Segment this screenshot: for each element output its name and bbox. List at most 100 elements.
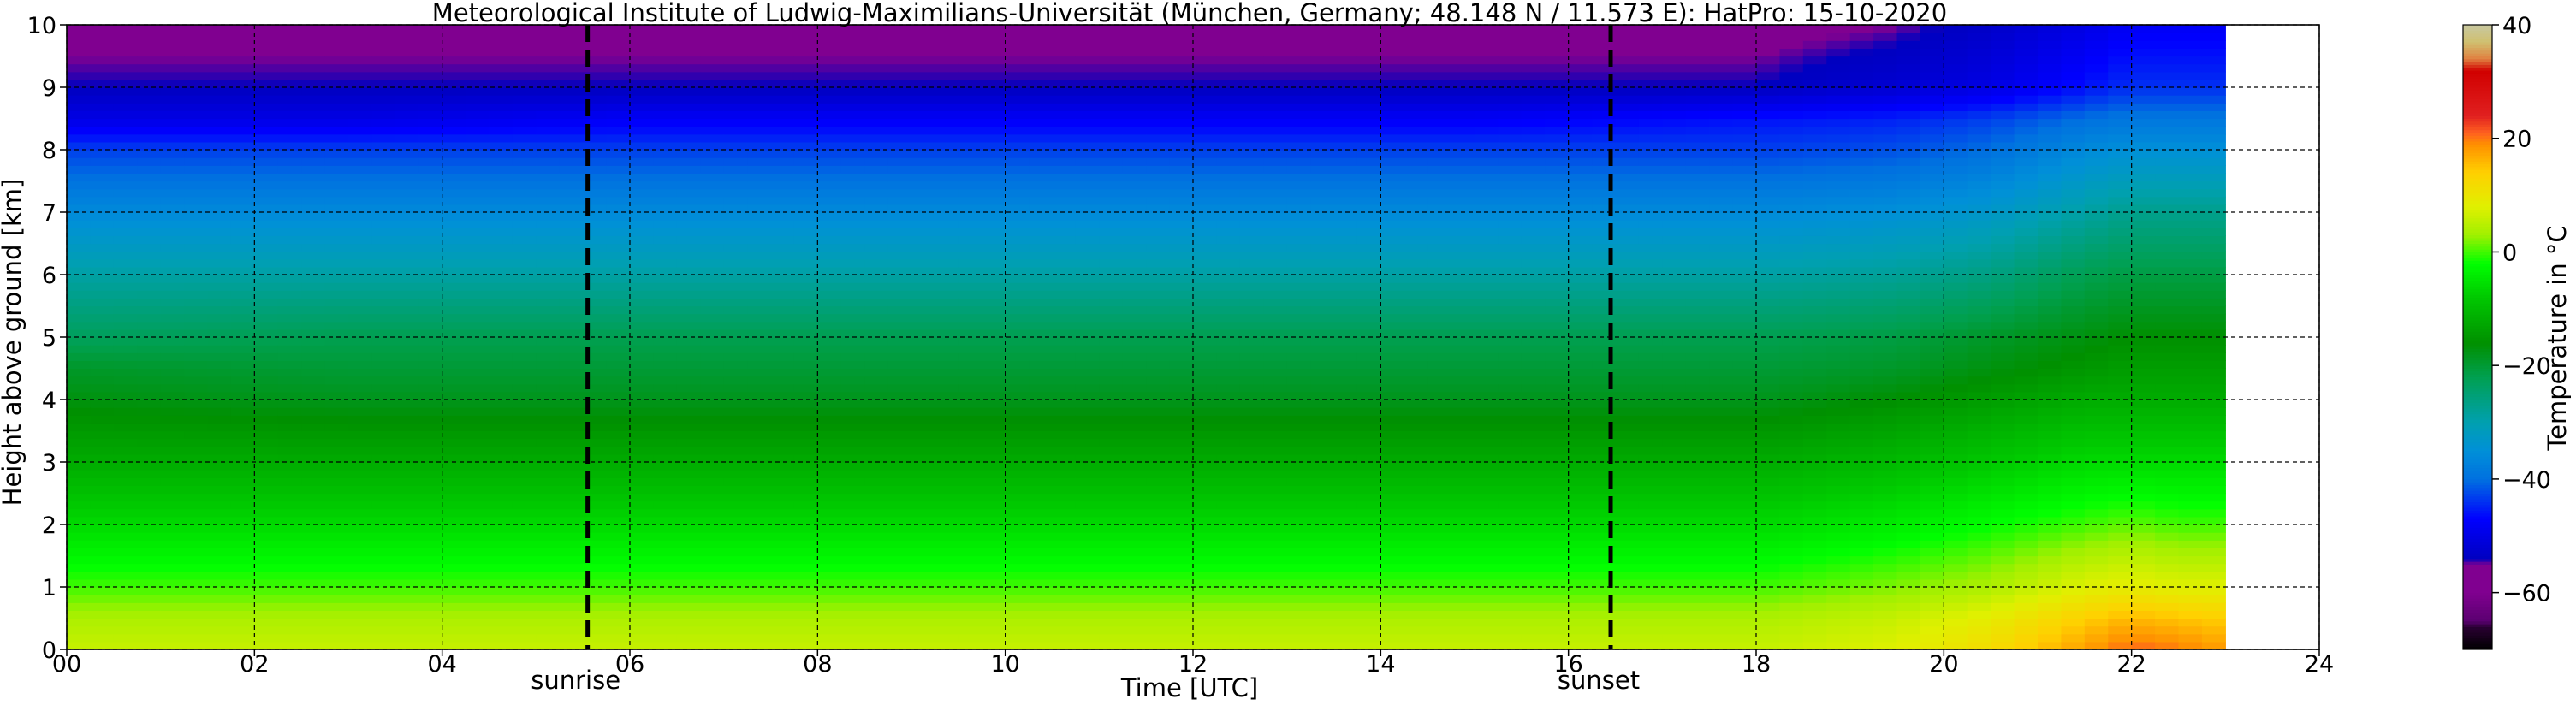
heatmap-cell bbox=[1052, 548, 1077, 557]
heatmap-cell bbox=[1263, 196, 1288, 205]
heatmap-cell bbox=[301, 243, 326, 252]
heatmap-cell bbox=[301, 376, 326, 385]
heatmap-cell bbox=[1475, 352, 1499, 361]
heatmap-cell bbox=[254, 407, 279, 416]
heatmap-cell bbox=[113, 329, 138, 338]
heatmap-cell bbox=[1451, 595, 1475, 603]
heatmap-cell bbox=[254, 251, 279, 260]
heatmap-cell bbox=[301, 110, 326, 120]
heatmap-cell bbox=[1122, 110, 1147, 120]
heatmap-cell bbox=[723, 212, 748, 221]
heatmap-cell bbox=[653, 266, 678, 275]
heatmap-cell bbox=[1333, 103, 1358, 111]
heatmap-cell bbox=[630, 87, 655, 96]
heatmap-cell bbox=[1286, 360, 1311, 370]
heatmap-cell bbox=[301, 212, 326, 221]
heatmap-cell bbox=[489, 625, 513, 635]
heatmap-cell bbox=[113, 532, 138, 541]
heatmap-cell bbox=[418, 87, 443, 96]
heatmap-cell bbox=[1122, 282, 1147, 291]
heatmap-cell bbox=[466, 181, 490, 190]
heatmap-cell bbox=[489, 446, 513, 455]
heatmap-cell bbox=[1404, 48, 1428, 57]
heatmap-cell bbox=[1216, 133, 1241, 143]
heatmap-cell bbox=[630, 95, 655, 104]
heatmap-cell bbox=[184, 157, 209, 166]
heatmap-cell bbox=[723, 352, 748, 361]
heatmap-cell bbox=[1239, 641, 1264, 650]
heatmap-cell bbox=[982, 470, 1006, 478]
heatmap-cell bbox=[536, 391, 561, 400]
heatmap-cell bbox=[583, 25, 608, 33]
heatmap-cell bbox=[676, 290, 701, 299]
heatmap-cell bbox=[1005, 501, 1030, 510]
heatmap-cell bbox=[160, 220, 185, 228]
heatmap-cell bbox=[653, 595, 678, 603]
heatmap-cell bbox=[324, 87, 349, 96]
heatmap-cell bbox=[1521, 563, 1546, 572]
heatmap-cell bbox=[1475, 251, 1499, 260]
heatmap-cell bbox=[700, 493, 725, 502]
heatmap-cell bbox=[137, 540, 162, 548]
heatmap-cell bbox=[864, 446, 889, 455]
heatmap-cell bbox=[113, 438, 138, 447]
heatmap-cell bbox=[371, 415, 396, 424]
heatmap-cell bbox=[630, 25, 655, 33]
heatmap-cell bbox=[1333, 407, 1358, 416]
heatmap-cell bbox=[1263, 571, 1288, 580]
heatmap-cell bbox=[1122, 376, 1147, 385]
heatmap-cell bbox=[935, 423, 959, 432]
heatmap-cell bbox=[606, 313, 631, 323]
heatmap-cell bbox=[489, 275, 513, 283]
heatmap-cell bbox=[324, 173, 349, 182]
heatmap-cell bbox=[630, 555, 655, 565]
heatmap-cell bbox=[653, 25, 678, 33]
heatmap-cell bbox=[793, 56, 818, 65]
heatmap-cell bbox=[67, 524, 92, 533]
heatmap-cell bbox=[958, 407, 982, 416]
heatmap-cell bbox=[1029, 368, 1054, 377]
heatmap-cell bbox=[1333, 524, 1358, 533]
heatmap-cell bbox=[887, 212, 912, 221]
heatmap-cell bbox=[935, 118, 959, 127]
heatmap-cell bbox=[1333, 430, 1358, 440]
heatmap-cell bbox=[700, 516, 725, 525]
heatmap-cell bbox=[536, 196, 561, 205]
heatmap-cell bbox=[67, 305, 92, 315]
heatmap-cell bbox=[160, 79, 185, 88]
heatmap-cell bbox=[887, 25, 912, 33]
heatmap-cell bbox=[113, 103, 138, 111]
heatmap-cell bbox=[935, 181, 959, 190]
heatmap-cell bbox=[817, 228, 842, 236]
heatmap-cell bbox=[583, 313, 608, 323]
heatmap-cell bbox=[1075, 196, 1100, 205]
heatmap-cell bbox=[935, 40, 959, 49]
heatmap-cell bbox=[466, 133, 490, 143]
heatmap-cell bbox=[747, 25, 772, 33]
heatmap-cell bbox=[817, 110, 842, 120]
heatmap-cell bbox=[1310, 578, 1335, 588]
heatmap-cell bbox=[67, 501, 92, 510]
heatmap-cell bbox=[1005, 79, 1030, 88]
heatmap-cell bbox=[1169, 157, 1194, 166]
heatmap-cell bbox=[418, 40, 443, 49]
heatmap-cell bbox=[653, 251, 678, 260]
heatmap-cell bbox=[1029, 290, 1054, 299]
heatmap-cell bbox=[887, 485, 912, 495]
heatmap-cell bbox=[1380, 56, 1405, 65]
heatmap-cell bbox=[371, 352, 396, 361]
heatmap-cell bbox=[1029, 485, 1054, 495]
heatmap-cell bbox=[770, 633, 795, 643]
heatmap-cell bbox=[1380, 407, 1405, 416]
heatmap-cell bbox=[958, 501, 982, 510]
heatmap-cell bbox=[1427, 438, 1452, 447]
heatmap-cell bbox=[301, 56, 326, 65]
heatmap-cell bbox=[1310, 87, 1335, 96]
heatmap-cell bbox=[1498, 251, 1522, 260]
heatmap-cell bbox=[230, 275, 255, 283]
heatmap-cell bbox=[630, 79, 655, 88]
heatmap-cell bbox=[982, 400, 1006, 408]
heatmap-cell bbox=[1122, 368, 1147, 377]
heatmap-cell bbox=[793, 446, 818, 455]
heatmap-cell bbox=[184, 313, 209, 323]
